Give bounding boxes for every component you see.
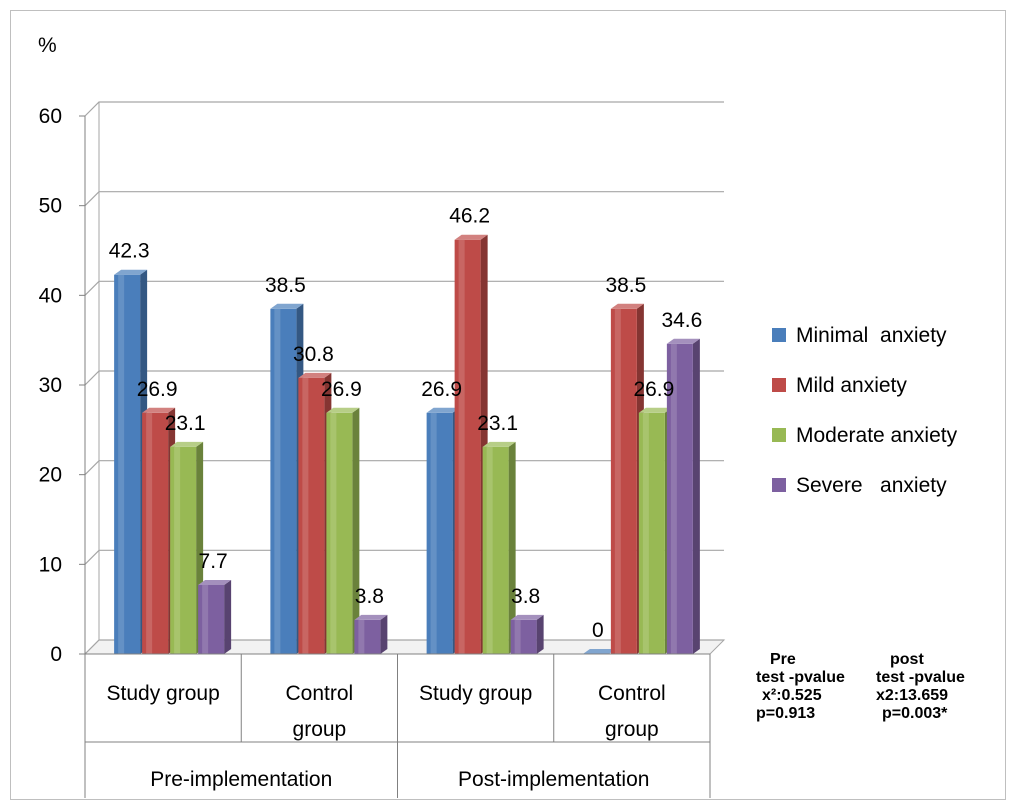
gridline xyxy=(84,370,724,386)
bar xyxy=(482,441,516,654)
data-label: 30.8 xyxy=(293,343,334,366)
gridline xyxy=(84,549,724,565)
x-category-label: Study group xyxy=(107,682,220,705)
data-label: 26.9 xyxy=(421,378,462,401)
data-label: 46.2 xyxy=(449,205,490,228)
legend-label: Severe anxiety xyxy=(796,474,947,497)
x-group-label: Pre-implementation xyxy=(150,768,332,791)
y-tick-label: 50 xyxy=(39,195,62,218)
legend-label: Mild anxiety xyxy=(796,374,907,397)
stat-text: test -pvalue xyxy=(756,669,845,686)
x-category-label: Study group xyxy=(419,682,532,705)
gridline xyxy=(84,280,724,296)
legend: Minimal anxiety Mild anxiety Moderate anxi… xyxy=(772,324,958,497)
y-tick-label: 20 xyxy=(39,464,62,487)
chart-frame xyxy=(10,10,1006,800)
data-label: 7.7 xyxy=(199,550,228,573)
stat-text: test -pvalue xyxy=(876,669,965,686)
gridline xyxy=(84,191,724,207)
stat-text: p=0.913 xyxy=(756,705,815,722)
y-tick-label: 0 xyxy=(50,643,62,666)
legend-swatch xyxy=(772,328,786,342)
y-axis: 0 10 20 30 40 50 60 xyxy=(39,105,86,666)
legend-item: Minimal anxiety xyxy=(772,324,947,347)
y-tick-label: 60 xyxy=(39,105,62,128)
bar xyxy=(354,614,388,654)
legend-swatch xyxy=(772,428,786,442)
bar xyxy=(454,234,488,655)
bar xyxy=(326,407,360,654)
data-label: 26.9 xyxy=(321,378,362,401)
legend-swatch xyxy=(772,478,786,492)
stat-text: x²:0.525 xyxy=(762,687,822,704)
data-label: 23.1 xyxy=(165,412,206,435)
gridlines xyxy=(83,101,726,655)
x-category-label: group xyxy=(605,718,659,741)
x-category-label: group xyxy=(293,718,347,741)
data-label: 38.5 xyxy=(265,274,306,297)
x-group-label: Post-implementation xyxy=(458,768,649,791)
bar xyxy=(270,303,304,654)
bar xyxy=(510,614,544,654)
x-category-label: Control xyxy=(286,682,354,705)
y-tick-label: 30 xyxy=(39,374,62,397)
data-label: 26.9 xyxy=(137,378,178,401)
x-category-label: Control xyxy=(598,682,666,705)
data-labels: 42.3 26.9 23.1 7.7 38.5 30.8 26.9 3.8 26.9 46.2 23… xyxy=(109,205,703,642)
data-label: 34.6 xyxy=(661,309,702,332)
data-label: 42.3 xyxy=(109,240,150,263)
stat-text: x2:13.659 xyxy=(876,687,948,704)
data-label: 3.8 xyxy=(355,585,384,608)
bar xyxy=(666,338,700,654)
y-tick-label: 10 xyxy=(39,553,62,576)
stat-text: Pre xyxy=(770,651,796,668)
bars xyxy=(114,234,700,655)
gridline xyxy=(84,101,724,117)
y-tick-label: 40 xyxy=(39,284,62,307)
legend-label: Moderate anxiety xyxy=(796,424,958,447)
legend-label: Minimal anxiety xyxy=(796,324,947,347)
data-label: 26.9 xyxy=(633,378,674,401)
data-label: 0 xyxy=(592,619,604,642)
data-label: 3.8 xyxy=(511,585,540,608)
data-label: 23.1 xyxy=(477,412,518,435)
legend-item: Moderate anxiety xyxy=(772,424,958,447)
stat-text: p=0.003* xyxy=(882,705,948,722)
bar xyxy=(198,579,232,654)
y-axis-label: % xyxy=(38,34,57,57)
legend-item: Severe anxiety xyxy=(772,474,947,497)
x-axis: Study group Control group Study group Contro… xyxy=(84,653,711,798)
legend-swatch xyxy=(772,378,786,392)
stat-text: post xyxy=(890,651,924,668)
data-label: 38.5 xyxy=(605,274,646,297)
gridline xyxy=(84,460,724,476)
legend-item: Mild anxiety xyxy=(772,374,907,397)
